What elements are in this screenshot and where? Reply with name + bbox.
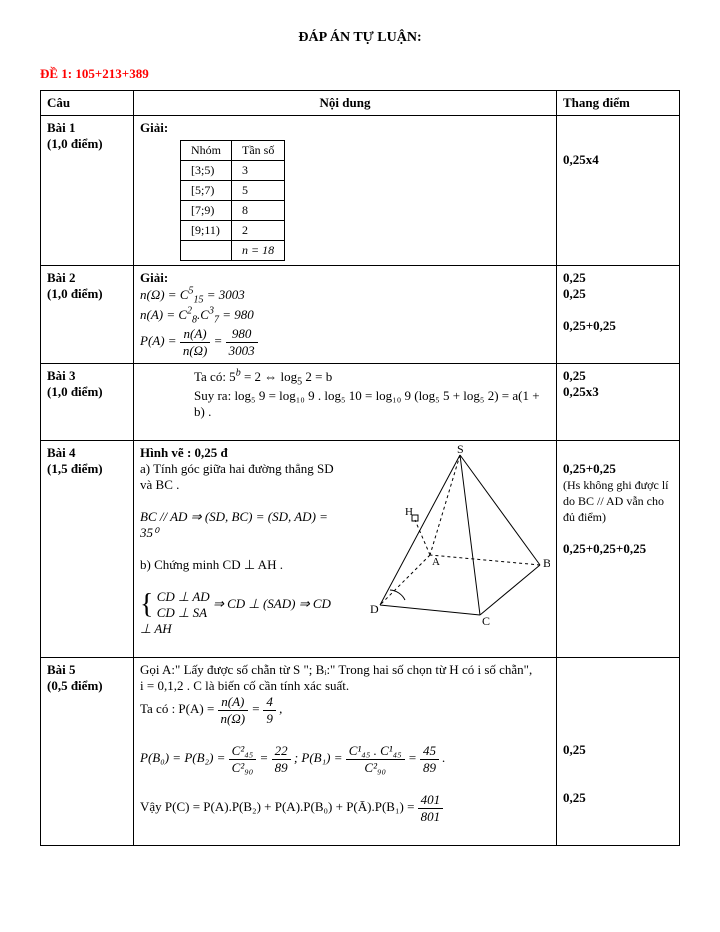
- col-header-cau: Câu: [41, 91, 134, 116]
- svg-text:A: A: [432, 556, 440, 568]
- bai3-l1: Ta có: 5b = 2 ⇔ log5 2 = b: [194, 369, 332, 384]
- bai5-vay: Vậy P(C) = P(A).P(B₂) + P(A).P(B₀) + P(Ā…: [140, 799, 443, 814]
- bai5-s2: 0,25: [563, 790, 586, 805]
- cell: 2: [232, 221, 285, 241]
- bai3-pts: (1,0 điểm): [47, 384, 103, 399]
- bai3-s1: 0,25: [563, 368, 586, 383]
- col-header-noidung: Nội dung: [134, 91, 557, 116]
- col-header-thangdiem: Thang điểm: [557, 91, 680, 116]
- bai5-pb: P(B₀) = P(B₂) = C²₄₅C²₉₀ = 2289 ; P(B₁) …: [140, 750, 445, 765]
- cell: 8: [232, 201, 285, 221]
- bai2-giai: Giải:: [140, 270, 168, 285]
- table-row: Bài 4 (1,5 điểm) Hình vẽ : 0,25 đ a) Tín…: [41, 440, 680, 657]
- bai5-label: Bài 5: [47, 662, 76, 677]
- bai1-giai: Giải:: [140, 120, 168, 135]
- cell: 5: [232, 181, 285, 201]
- table-row: Bài 1 (1,0 điểm) Giải: NhómTần số [3;5)3…: [41, 116, 680, 266]
- exam-code: ĐỀ 1: 105+213+389: [40, 66, 680, 82]
- bai3-s2: 0,25x3: [563, 384, 599, 399]
- bai2-l3: P(A) = n(A)n(Ω) = 9803003: [140, 333, 258, 348]
- answer-table: Câu Nội dung Thang điểm Bài 1 (1,0 điểm)…: [40, 90, 680, 846]
- bai2-s2: 0,25: [563, 286, 586, 301]
- bai5-l2: i = 0,1,2 . C là biến cố cần tính xác su…: [140, 678, 349, 693]
- table-row: Bài 2 (1,0 điểm) Giải: n(Ω) = C515 = 300…: [41, 266, 680, 364]
- cell: 3: [232, 161, 285, 181]
- cell: [5;7): [181, 181, 232, 201]
- bai5-l1: Gọi A:" Lấy được số chẵn từ S "; Bᵢ:" Tr…: [140, 662, 532, 677]
- bai1-score: 0,25x4: [563, 152, 599, 167]
- cell: [181, 241, 232, 261]
- table-row: Bài 5 (0,5 điểm) Gọi A:" Lấy được số chẵ…: [41, 657, 680, 845]
- bai4-pts: (1,5 điểm): [47, 461, 103, 476]
- cell: [9;11): [181, 221, 232, 241]
- bai2-label: Bài 2: [47, 270, 76, 285]
- bai4-s1: 0,25+0,25: [563, 461, 616, 476]
- bai2-s3: 0,25+0,25: [563, 318, 616, 333]
- cell: n = 18: [232, 241, 285, 261]
- bai2-l1: n(Ω) = C515 = 3003: [140, 287, 245, 302]
- bai4-s1note: (Hs không ghi được lí do BC // AD vẫn ch…: [563, 478, 669, 524]
- bai4-a: a) Tính góc giữa hai đường thẳng SD và B…: [140, 461, 334, 492]
- bai3-label: Bài 3: [47, 368, 76, 383]
- bai4-b: b) Chứng minh CD ⊥ AH .: [140, 557, 283, 572]
- bai5-s1: 0,25: [563, 742, 586, 757]
- bai4-l1: BC // AD ⇒ (SD, BC) = (SD, AD) = 35⁰: [140, 509, 328, 540]
- inner-h1: Nhóm: [181, 141, 232, 161]
- bai2-l2: n(A) = C28.C37 = 980: [140, 307, 254, 322]
- bai1-label: Bài 1: [47, 120, 76, 135]
- bai2-s1: 0,25: [563, 270, 586, 285]
- bai4-s2: 0,25+0,25+0,25: [563, 541, 646, 556]
- cell: [3;5): [181, 161, 232, 181]
- svg-text:C: C: [482, 614, 490, 625]
- inner-h2: Tần số: [232, 141, 285, 161]
- bai1-pts: (1,0 điểm): [47, 136, 103, 151]
- bai1-inner-table: NhómTần số [3;5)3 [5;7)5 [7;9)8 [9;11)2 …: [180, 140, 285, 261]
- bai4-brace: { CD ⊥ AD CD ⊥ SA ⇒ CD ⊥ (SAD) ⇒ CD ⊥ AH: [140, 596, 331, 636]
- bai5-pts: (0,5 điểm): [47, 678, 103, 693]
- bai3-l2: Suy ra: log₅ 9 = log₁₀ 9 . log₅ 10 = log…: [194, 388, 540, 419]
- bai2-pts: (1,0 điểm): [47, 286, 103, 301]
- bai5-ta: Ta có : P(A) = n(A)n(Ω) = 49 ,: [140, 701, 282, 716]
- bai4-hv: Hình vẽ : 0,25 đ: [140, 445, 228, 460]
- pyramid-figure: S H A B C D: [350, 445, 550, 653]
- table-row: Bài 3 (1,0 điểm) Ta có: 5b = 2 ⇔ log5 2 …: [41, 363, 680, 440]
- cell: [7;9): [181, 201, 232, 221]
- svg-text:D: D: [370, 602, 379, 616]
- page-title: ĐÁP ÁN TỰ LUẬN:: [40, 30, 680, 46]
- svg-text:B: B: [543, 556, 550, 570]
- bai4-label: Bài 4: [47, 445, 76, 460]
- svg-text:S: S: [457, 445, 464, 456]
